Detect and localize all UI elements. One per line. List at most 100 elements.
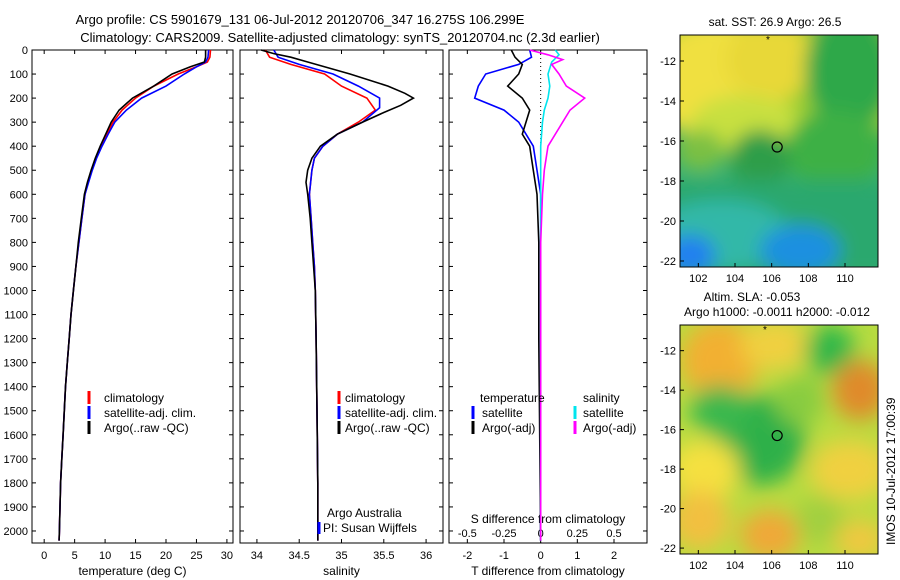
timestamp: IMOS 10-Jul-2012 17:00:39 (884, 397, 898, 545)
north-marker-icon: * (766, 35, 770, 46)
legend-satellite: satellite-adj. clim. (104, 406, 196, 420)
x-tick-label: 2 (611, 550, 617, 562)
x-tick-label: 0 (41, 550, 47, 562)
y-tick-label: 0 (22, 45, 28, 57)
map-y-tick-label: -18 (660, 176, 676, 188)
y-tick-label: 2000 (4, 526, 28, 538)
sst-map: sat. SST: 26.9 Argo: 26.5 102 104 106 108 11… (660, 15, 879, 285)
series-line (529, 49, 587, 541)
plot-frame (31, 49, 234, 544)
legend-salinity-header: salinity (583, 391, 620, 405)
map-y-tick-label: -22 (660, 543, 676, 555)
x-tick-label: 36 (420, 550, 432, 562)
sla-map-title-2: Argo h1000: -0.0011 h2000: -0.012 (684, 305, 870, 319)
x-tick-label: -2 (462, 550, 472, 562)
map-y-tick-label: -12 (660, 56, 676, 68)
x-tick-label: 0 (538, 550, 544, 562)
legend-satellite: satellite-adj. clim. (345, 406, 437, 420)
map-x-tick-label: 102 (689, 560, 707, 572)
map-y-tick-label: -20 (660, 504, 676, 516)
y-tick-label: 100 (10, 69, 28, 81)
x-tick-label: 35 (335, 550, 347, 562)
series-line (506, 49, 542, 541)
series-line (260, 49, 416, 541)
x-axis-label: salinity (323, 564, 360, 578)
map-x-tick-label: 110 (836, 560, 854, 572)
map-x-tick-label: 104 (726, 273, 744, 285)
y-tick-label: 500 (10, 165, 28, 177)
salinity-legend: climatology satellite-adj. clim. Argo(..… (337, 391, 437, 435)
temperature-profile-panel: 0100200300400500600700800900100011001200… (4, 45, 234, 578)
y-tick-label: 800 (10, 237, 28, 249)
plot-frame (448, 49, 648, 544)
map-x-tick-label: 108 (799, 273, 817, 285)
sla-float-marker (771, 429, 783, 442)
legend-temp-satellite: satellite (482, 406, 523, 420)
map-y-tick-label: -16 (660, 425, 676, 437)
y-tick-label: 1200 (4, 334, 28, 346)
y-tick-label: 600 (10, 189, 28, 201)
credits-line-2: PI: Susan Wijffels (323, 521, 417, 535)
plot-frame (239, 49, 444, 544)
y-tick-label: 1500 (4, 406, 28, 418)
series-line (58, 49, 212, 541)
sla-field (680, 325, 878, 554)
x-axis-label: T difference from climatology (471, 564, 625, 578)
sst-map-title: sat. SST: 26.9 Argo: 26.5 (709, 15, 842, 29)
series-line (539, 49, 561, 541)
map-x-tick-label: 106 (762, 273, 780, 285)
x-tick-label: 1 (574, 550, 580, 562)
credits: Argo Australia PI: Susan Wijffels (317, 506, 417, 535)
map-y-tick-label: -14 (660, 385, 676, 397)
sst-float-marker (771, 141, 783, 153)
legend-argo: Argo(..raw -QC) (104, 421, 189, 435)
y-tick-label: 1600 (4, 430, 28, 442)
title-line-2: Climatology: CARS2009. Satellite-adjuste… (80, 30, 600, 45)
map-x-tick-label: 108 (799, 560, 817, 572)
sst-field (680, 35, 878, 267)
map-y-tick-label: -16 (660, 136, 676, 148)
x-tick-label: 35.5 (373, 550, 394, 562)
legend-temp-argo: Argo(-adj) (482, 421, 535, 435)
map-x-tick-label: 110 (836, 273, 854, 285)
map-x-tick-label: 106 (762, 560, 780, 572)
legend-argo: Argo(..raw -QC) (345, 421, 430, 435)
map-x-tick-label: 102 (689, 273, 707, 285)
x2-tick-label: -0.5 (458, 528, 477, 540)
map-y-tick-label: -22 (660, 256, 676, 268)
x2-tick-label: -0.25 (491, 528, 516, 540)
x-tick-label: 15 (129, 550, 141, 562)
y-tick-label: 1100 (4, 310, 28, 322)
title-line-1: Argo profile: CS 5901679_131 06-Jul-2012… (76, 12, 525, 27)
y-tick-label: 700 (10, 213, 28, 225)
map-y-tick-label: -12 (660, 346, 676, 358)
legend-climatology: climatology (104, 391, 164, 405)
series-line (473, 49, 542, 541)
x2-tick-label: 0.25 (567, 528, 588, 540)
x-tick-label: 34 (251, 550, 263, 562)
sla-map-title-1: Altim. SLA: -0.053 (704, 290, 801, 304)
y-tick-label: 400 (10, 141, 28, 153)
series-line (58, 49, 210, 541)
sla-map-axes: 102 104 106 108 110 -12 -14 -16 -18 -20 -22 (660, 346, 854, 572)
series-line (58, 50, 207, 541)
y-tick-label: 300 (10, 117, 28, 129)
y-tick-label: 1800 (4, 478, 28, 490)
difference-profile-panel: -2 -1 0 1 2 T difference from climatology -0.5… (448, 49, 648, 578)
legend-sal-satellite: satellite (583, 406, 624, 420)
north-marker-icon: * (763, 325, 767, 336)
y-tick-label: 200 (10, 93, 28, 105)
y-tick-label: 1400 (4, 382, 28, 394)
legend-climatology: climatology (345, 391, 405, 405)
x-tick-label: 25 (190, 550, 202, 562)
x-tick-label: 5 (72, 550, 78, 562)
credits-line-1: Argo Australia (327, 506, 402, 520)
legend-temperature-header: temperature (480, 391, 545, 405)
x-tick-label: 20 (160, 550, 172, 562)
sst-map-axes: 102 104 106 108 110 -12 -14 -16 -18 -20 -22 (660, 56, 854, 285)
temperature-legend: climatology satellite-adj. clim. Argo(..… (87, 391, 196, 435)
x-axis-label: temperature (deg C) (78, 564, 186, 578)
y-tick-label: 1900 (4, 502, 28, 514)
series-line (273, 49, 381, 541)
